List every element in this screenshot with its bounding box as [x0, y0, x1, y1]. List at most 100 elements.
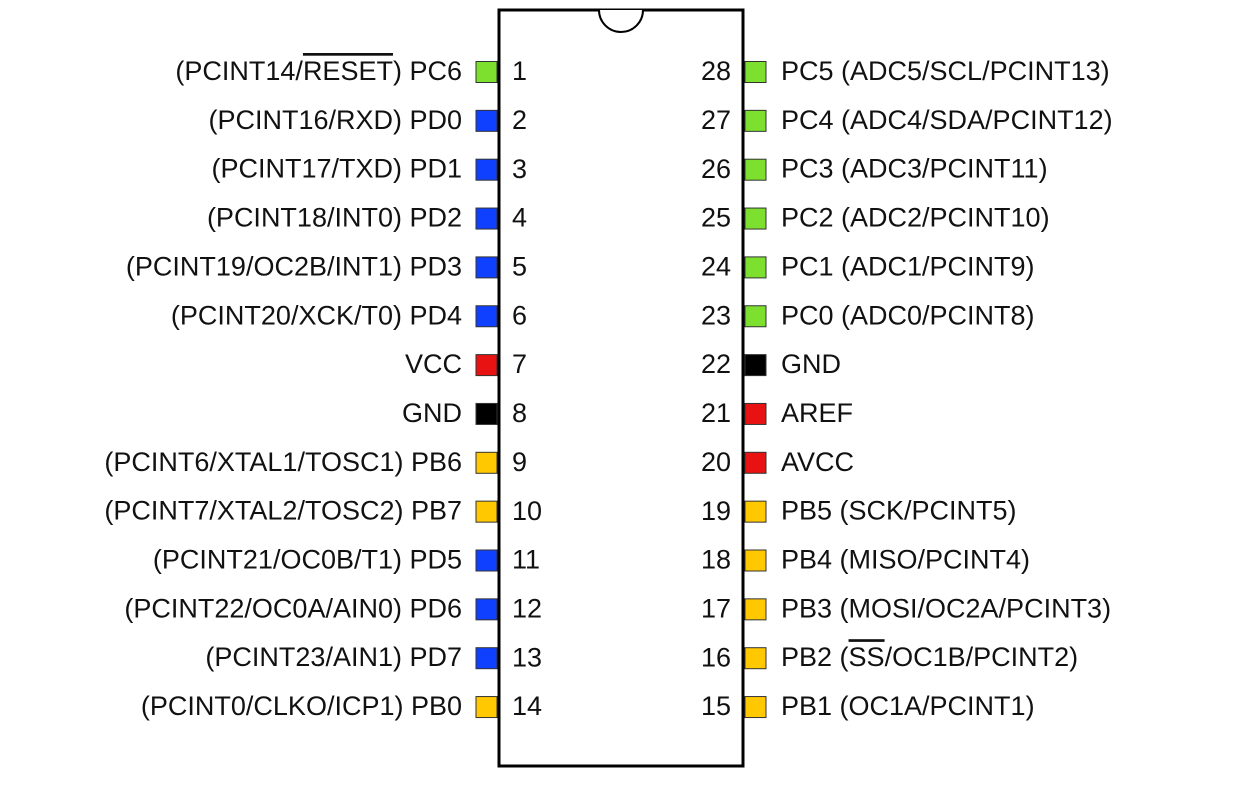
pin-square: [475, 696, 498, 719]
label-part: PC4 (ADC4/SDA/PCINT12): [781, 105, 1113, 135]
pin-label: (PCINT0/CLKO/ICP1) PB0: [141, 691, 462, 721]
pin-square: [744, 451, 767, 474]
pin-number: 20: [701, 447, 731, 477]
label-part: SS: [849, 642, 885, 672]
label-part: PC2 (ADC2/PCINT10): [781, 203, 1050, 233]
pin-square: [744, 109, 767, 132]
pin-square: [744, 61, 767, 83]
pin-square: [744, 354, 767, 377]
pin-square: [475, 256, 498, 279]
pin-number: 14: [512, 691, 542, 721]
pin-label: PB4 (MISO/PCINT4): [781, 545, 1030, 575]
pin-number: 2: [512, 105, 527, 135]
pin-label: PC3 (ADC3/PCINT11): [781, 154, 1048, 184]
label-part: PB5 (SCK/PCINT5): [781, 496, 1017, 526]
pin-square: [475, 500, 498, 523]
pin-label: (PCINT20/XCK/T0) PD4: [171, 300, 462, 330]
label-part: (PCINT22/OC0A/AIN0) PD6: [124, 593, 462, 623]
pin-square: [475, 598, 498, 621]
label-part: (PCINT14/: [175, 56, 303, 86]
pin-square: [475, 158, 498, 181]
pin-number: 28: [701, 56, 731, 86]
pin-square: [475, 647, 498, 670]
pin-number: 10: [512, 496, 542, 526]
label-part: RESET: [303, 56, 393, 86]
pin-number: 26: [701, 154, 731, 184]
pin-label: (PCINT18/INT0) PD2: [207, 203, 462, 233]
pin-number: 4: [512, 203, 527, 233]
label-part: ) PC6: [393, 56, 462, 86]
label-part: (PCINT18/INT0) PD2: [207, 203, 462, 233]
pin-label: PB3 (MOSI/OC2A/PCINT3): [781, 593, 1111, 623]
pin-number: 27: [701, 105, 731, 135]
pin-number: 11: [512, 545, 540, 575]
pin-label: PB1 (OC1A/PCINT1): [781, 691, 1035, 721]
pin-number: 6: [512, 300, 527, 330]
pin-label: PB2 (SS/OC1B/PCINT2): [781, 642, 1078, 672]
pin-number: 8: [512, 398, 527, 428]
label-part: (PCINT7/XTAL2/TOSC2) PB7: [104, 496, 462, 526]
pin-label: (PCINT14/RESET) PC6: [175, 56, 462, 86]
pin-number: 18: [701, 545, 731, 575]
pin-number: 5: [512, 252, 527, 282]
label-part: AVCC: [781, 447, 854, 477]
label-part: (PCINT16/RXD) PD0: [208, 105, 462, 135]
pin-label: (PCINT23/AIN1) PD7: [205, 642, 462, 672]
label-part: (PCINT17/TXD) PD1: [211, 154, 462, 184]
pin-number: 25: [701, 203, 731, 233]
pin-square: [744, 158, 767, 181]
pin-number: 17: [701, 593, 731, 623]
label-part: (PCINT20/XCK/T0) PD4: [171, 300, 462, 330]
label-part: (PCINT21/OC0B/T1) PD5: [153, 545, 462, 575]
label-part: PC3 (ADC3/PCINT11): [781, 154, 1048, 184]
pin-square: [744, 402, 767, 425]
pin-square: [475, 354, 498, 377]
pin-square: [744, 305, 767, 328]
pin-label: (PCINT7/XTAL2/TOSC2) PB7: [104, 496, 462, 526]
pin-label: (PCINT16/RXD) PD0: [208, 105, 462, 135]
pin-number: 7: [512, 349, 527, 379]
label-part: /OC1B/PCINT2): [885, 642, 1079, 672]
pin-label: (PCINT17/TXD) PD1: [211, 154, 462, 184]
pin-label: PC0 (ADC0/PCINT8): [781, 300, 1035, 330]
pin-number: 24: [701, 252, 731, 282]
pin-number: 1: [512, 56, 527, 86]
pin-label: AREF: [781, 398, 853, 428]
pin-label: (PCINT19/OC2B/INT1) PD3: [126, 252, 462, 282]
pin-square: [744, 207, 767, 230]
pin-square: [475, 451, 498, 474]
label-part: PB2 (: [781, 642, 849, 672]
label-part: GND: [402, 398, 462, 428]
pin-square: [475, 549, 498, 572]
pin-number: 16: [701, 642, 731, 672]
pin-square: [744, 256, 767, 279]
label-part: (PCINT23/AIN1) PD7: [205, 642, 462, 672]
pin-label: PB5 (SCK/PCINT5): [781, 496, 1017, 526]
pin-square: [744, 647, 767, 670]
pin-label: (PCINT21/OC0B/T1) PD5: [153, 545, 462, 575]
pin-number: 12: [512, 593, 542, 623]
pin-number: 19: [701, 496, 731, 526]
pin-label: VCC: [405, 349, 462, 379]
chip-notch: [598, 9, 644, 33]
label-part: (PCINT6/XTAL1/TOSC1) PB6: [104, 447, 462, 477]
pin-number: 15: [701, 691, 731, 721]
label-part: AREF: [781, 398, 853, 428]
pin-number: 9: [512, 447, 527, 477]
chip-body: [497, 8, 745, 768]
pin-label: (PCINT6/XTAL1/TOSC1) PB6: [104, 447, 462, 477]
pin-label: AVCC: [781, 447, 854, 477]
label-part: PC0 (ADC0/PCINT8): [781, 300, 1035, 330]
pin-label: (PCINT22/OC0A/AIN0) PD6: [124, 593, 462, 623]
pin-square: [744, 500, 767, 523]
label-part: PB3 (MOSI/OC2A/PCINT3): [781, 593, 1111, 623]
label-part: PC1 (ADC1/PCINT9): [781, 252, 1035, 282]
pin-square: [475, 109, 498, 132]
pin-square: [475, 61, 498, 83]
pin-label: PC5 (ADC5/SCL/PCINT13): [781, 56, 1110, 86]
pin-number: 23: [701, 300, 731, 330]
pin-square: [475, 402, 498, 425]
label-part: PC5 (ADC5/SCL/PCINT13): [781, 56, 1110, 86]
